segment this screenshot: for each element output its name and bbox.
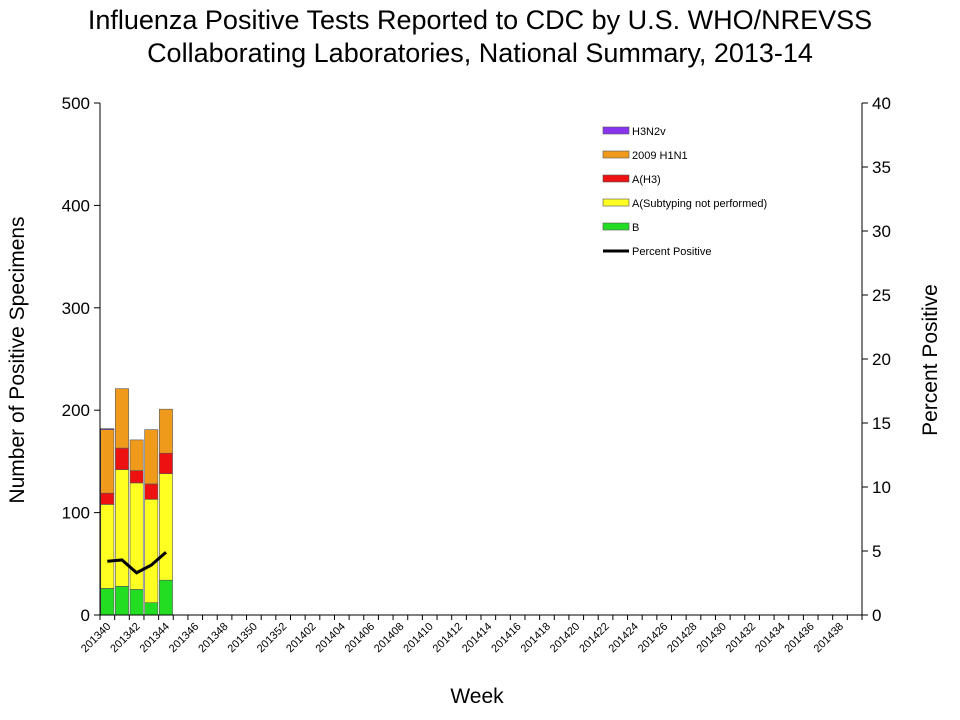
x-tick-label-201340: 201340 (79, 621, 113, 655)
bar-a-h3--201341 (115, 447, 129, 470)
x-tick-label-201428: 201428 (665, 621, 699, 655)
y2-tick-label-40: 40 (872, 94, 891, 113)
x-tick-label-201416: 201416 (489, 621, 523, 655)
x-tick-label-201430: 201430 (694, 621, 728, 655)
x-tick-label-201436: 201436 (782, 621, 816, 655)
legend-swatch-h3n2v (602, 126, 630, 135)
bar-a-h3--201340 (100, 492, 115, 505)
y2-tick-label-0: 0 (872, 606, 881, 625)
percent-line-layer (107, 551, 167, 575)
bar-a-subtyping-not-performed--201341 (115, 469, 129, 587)
bar-a-h3--201342 (129, 470, 144, 484)
x-tick-label-201344: 201344 (138, 621, 172, 655)
bar-b-201342 (129, 589, 144, 616)
y-tick-label-400: 400 (62, 196, 90, 215)
legend-label-percent-positive: Percent Positive (632, 246, 711, 258)
y2-axis-label: Percent Positive (919, 284, 942, 436)
legend-label-2009-h1n1: 2009 H1N1 (632, 150, 688, 162)
bar-2009-h1n1-201340 (100, 429, 115, 494)
y-tick-label-100: 100 (62, 504, 90, 523)
x-tick-label-201422: 201422 (577, 621, 611, 655)
x-tick-label-201346: 201346 (167, 621, 201, 655)
y-tick-label-300: 300 (62, 299, 90, 318)
x-tick-label-201412: 201412 (431, 621, 465, 655)
x-tick-label-201406: 201406 (343, 621, 377, 655)
legend: H3N2v 2009 H1N1 A(H3) A(Subtyping not perfo… (602, 126, 767, 258)
bars-layer (100, 388, 173, 616)
bar-a-subtyping-not-performed--201340 (100, 504, 115, 589)
bar-a-h3--201344 (159, 452, 173, 474)
y2-tick-label-30: 30 (872, 222, 891, 241)
x-tick-label-201352: 201352 (255, 621, 289, 655)
y2-tick-label-5: 5 (872, 542, 881, 561)
percent-positive-line (107, 551, 167, 575)
legend-label-b: B (632, 222, 639, 234)
legend-label-h3n2v: H3N2v (632, 126, 666, 138)
bar-2009-h1n1-201341 (115, 388, 129, 449)
legend-swatch-a-subtyping-not-performed- (602, 198, 630, 207)
legend-label-a-subtyping-not-performed-: A(Subtyping not performed) (632, 198, 767, 210)
bar-2009-h1n1-201343 (144, 429, 159, 485)
x-tick-label-201402: 201402 (284, 621, 318, 655)
chart-title: Influenza Positive Tests Reported to CDC… (0, 4, 960, 70)
bar-h3n2v-201340 (100, 428, 115, 430)
legend-swatch-2009-h1n1 (602, 150, 630, 159)
y2-tick-label-10: 10 (872, 478, 891, 497)
axes-layer: 0100200300400500051015202530354020134020… (62, 94, 891, 655)
bar-b-201341 (115, 586, 129, 616)
x-tick-label-201350: 201350 (226, 621, 260, 655)
x-tick-label-201418: 201418 (519, 621, 553, 655)
x-tick-label-201432: 201432 (724, 621, 758, 655)
x-tick-label-201414: 201414 (460, 621, 494, 655)
x-axis-label: Week (450, 685, 504, 708)
y2-tick-label-15: 15 (872, 414, 891, 433)
x-tick-label-201410: 201410 (401, 621, 435, 655)
bar-2009-h1n1-201344 (159, 408, 173, 454)
x-tick-label-201348: 201348 (196, 621, 230, 655)
x-tick-label-201426: 201426 (636, 621, 670, 655)
chart-title-line-1: Influenza Positive Tests Reported to CDC… (87, 5, 873, 35)
y2-tick-label-25: 25 (872, 286, 891, 305)
x-tick-label-201434: 201434 (753, 621, 787, 655)
bar-b-201343 (144, 602, 159, 616)
y-tick-label-200: 200 (62, 401, 90, 420)
x-tick-label-201408: 201408 (372, 621, 406, 655)
y-tick-label-0: 0 (81, 606, 90, 625)
y2-tick-label-20: 20 (872, 350, 891, 369)
bar-a-h3--201343 (144, 483, 159, 500)
bar-a-subtyping-not-performed--201343 (144, 498, 159, 604)
x-tick-label-201424: 201424 (607, 621, 641, 655)
x-tick-label-201404: 201404 (313, 621, 347, 655)
legend-label-a-h3-: A(H3) (632, 174, 661, 186)
chart-title-line-2: Collaborating Laboratories, National Sum… (147, 38, 813, 68)
y-axis-label: Number of Positive Specimens (6, 216, 29, 503)
legend-swatch-b (602, 222, 630, 231)
y2-tick-label-35: 35 (872, 158, 891, 177)
bar-a-subtyping-not-performed--201344 (159, 473, 173, 581)
x-tick-label-201420: 201420 (548, 621, 582, 655)
y-tick-label-500: 500 (62, 94, 90, 113)
x-tick-label-201438: 201438 (812, 621, 846, 655)
legend-swatch-a-h3- (602, 174, 630, 183)
bar-b-201344 (159, 579, 173, 616)
x-tick-label-201342: 201342 (108, 621, 142, 655)
bar-b-201340 (100, 588, 115, 616)
bar-2009-h1n1-201342 (129, 439, 144, 471)
